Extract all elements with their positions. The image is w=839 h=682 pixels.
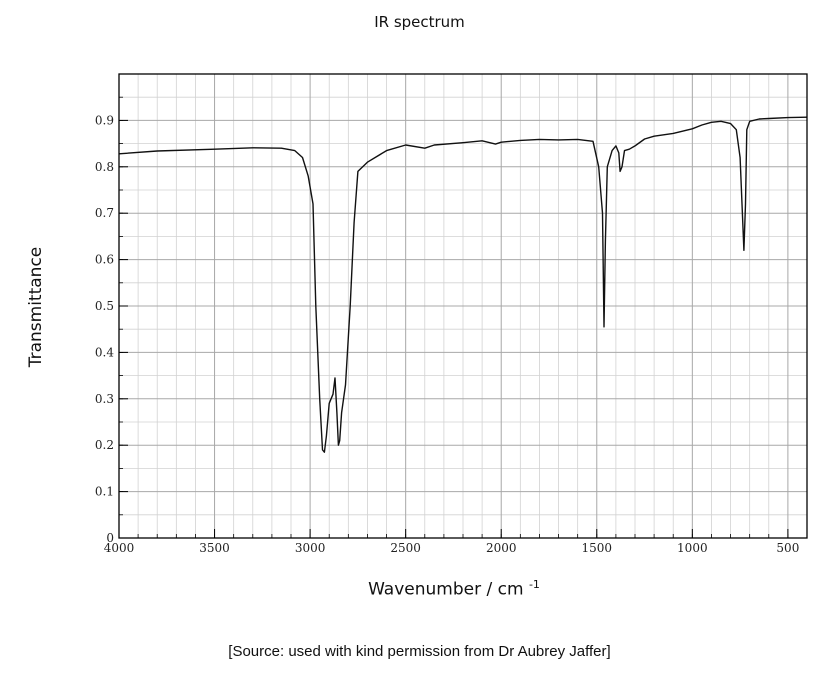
source-note: [Source: used with kind permission from … (228, 643, 611, 660)
y-tick-label: 0.4 (95, 345, 114, 359)
y-tick-label: 0.3 (95, 392, 114, 406)
y-tick-label: 0.1 (95, 485, 114, 499)
x-tick-label: 2000 (486, 541, 517, 555)
x-tick-label: 3500 (199, 541, 230, 555)
y-tick-label: 0.6 (95, 253, 114, 267)
chart-title: IR spectrum (374, 13, 465, 31)
x-tick-label: 500 (776, 541, 799, 555)
plot-frame (118, 73, 808, 539)
y-tick-label: 0.9 (95, 113, 114, 127)
x-tick-label: 1000 (677, 541, 708, 555)
y-tick-label: 0 (106, 531, 114, 545)
x-tick-label: 1500 (582, 541, 613, 555)
x-tick-label: 3000 (295, 541, 326, 555)
x-tick-label: 2500 (390, 541, 421, 555)
x-tick-label: 4000 (104, 541, 135, 555)
x-axis-label-main: Wavenumber / cm (368, 579, 524, 600)
tick-marks (118, 96, 808, 539)
x-tick-labels: 4000 3500 3000 2500 2000 1500 1000 500 (104, 541, 800, 555)
spectrum-line (118, 116, 808, 453)
major-grid (118, 74, 807, 539)
x-axis-label-superscript: -1 (528, 578, 540, 591)
y-tick-label: 0.8 (95, 160, 114, 174)
y-tick-label: 0.2 (95, 438, 114, 452)
y-tick-labels: 0 0.1 0.2 0.3 0.4 0.5 0.6 0.7 0.8 0.9 (95, 113, 114, 545)
y-tick-label: 0.5 (95, 299, 114, 313)
x-axis-label: Wavenumber / cm -1 (0, 578, 839, 600)
y-tick-label: 0.7 (95, 206, 114, 220)
